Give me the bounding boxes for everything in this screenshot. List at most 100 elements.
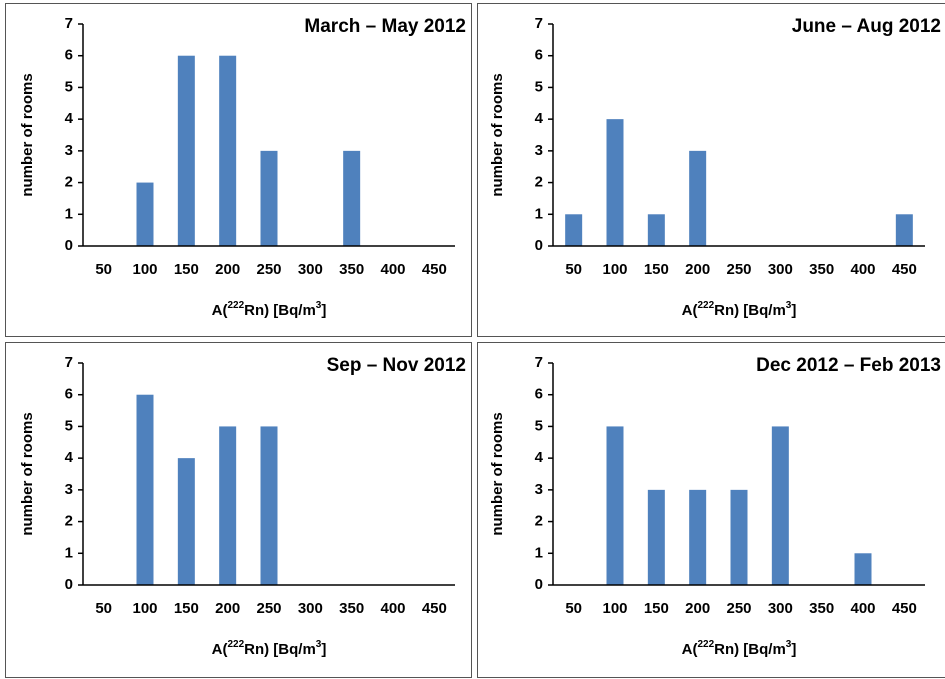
x-axis-label-part: 222	[697, 639, 714, 650]
panel-frame	[5, 3, 472, 337]
y-tick-label: 0	[535, 237, 543, 254]
x-axis-label-part: Rn) [Bq/m	[244, 641, 316, 658]
x-tick-label: 50	[565, 600, 582, 617]
x-axis-label-part: ]	[321, 641, 326, 658]
y-tick-label: 0	[65, 576, 73, 593]
y-tick-label: 1	[535, 205, 543, 222]
x-axis-label-part: ]	[791, 641, 796, 658]
x-tick-label: 100	[132, 600, 157, 617]
x-tick-label: 150	[174, 600, 199, 617]
y-tick-label: 7	[535, 15, 543, 32]
y-tick-label: 4	[65, 449, 74, 466]
y-tick-label: 0	[535, 576, 543, 593]
x-tick-label: 250	[256, 600, 281, 617]
x-tick-label: 450	[422, 261, 447, 278]
y-tick-label: 1	[65, 205, 73, 222]
x-tick-label: 300	[298, 261, 323, 278]
x-tick-label: 200	[215, 261, 240, 278]
y-tick-label: 5	[535, 417, 543, 434]
x-tick-label: 200	[685, 261, 710, 278]
x-axis-label-part: A(	[212, 641, 228, 658]
x-axis-label-part: 3	[786, 639, 792, 650]
x-axis-label: A(222Rn) [Bq/m3]	[212, 639, 327, 658]
bar	[606, 119, 624, 246]
x-axis-label-part: 3	[786, 300, 792, 311]
bar	[730, 489, 748, 585]
y-tick-label: 3	[65, 481, 73, 498]
x-axis-label: A(222Rn) [Bq/m3]	[212, 300, 327, 319]
y-tick-label: 4	[65, 110, 74, 127]
y-tick-label: 6	[65, 47, 73, 64]
chart-panel: Sep – Nov 2012 number of rooms 0 1 2 3 4 5 6 7 50 1…	[5, 342, 472, 678]
x-tick-label: 50	[95, 261, 112, 278]
y-tick-label: 1	[535, 544, 543, 561]
x-tick-label: 400	[850, 600, 875, 617]
x-tick-label: 250	[256, 261, 281, 278]
x-tick-label: 350	[809, 600, 834, 617]
y-axis-label: number of rooms	[489, 412, 506, 535]
x-tick-label: 100	[132, 261, 157, 278]
y-axis-label: number of rooms	[489, 73, 506, 196]
x-axis-label-part: Rn) [Bq/m	[244, 302, 316, 319]
x-tick-label: 250	[726, 261, 751, 278]
panel-frame	[477, 3, 945, 337]
y-tick-label: 6	[65, 386, 73, 403]
y-tick-label: 5	[65, 78, 73, 95]
x-axis-label-part: ]	[791, 302, 796, 319]
x-tick-label: 150	[644, 600, 669, 617]
y-axis-label: number of rooms	[19, 412, 36, 535]
chart-title: June – Aug 2012	[792, 16, 941, 37]
x-tick-label: 200	[215, 600, 240, 617]
x-axis-label-part: A(	[212, 302, 228, 319]
bar	[689, 150, 707, 246]
y-tick-label: 3	[535, 142, 543, 159]
bar	[260, 150, 278, 246]
y-tick-label: 2	[535, 174, 543, 191]
bar	[647, 214, 665, 246]
chart-panel: March – May 2012 number of rooms 0 1 2 3 4 5 6 7 5…	[5, 3, 472, 337]
x-tick-label: 300	[768, 600, 793, 617]
y-tick-label: 4	[535, 449, 544, 466]
x-tick-label: 400	[380, 261, 405, 278]
x-tick-label: 150	[174, 261, 199, 278]
x-tick-label: 350	[339, 600, 364, 617]
y-tick-label: 2	[535, 513, 543, 530]
x-axis-label-part: ]	[321, 302, 326, 319]
y-tick-label: 0	[65, 237, 73, 254]
x-tick-label: 250	[726, 600, 751, 617]
bar	[219, 426, 237, 585]
x-axis-label-part: 222	[227, 639, 244, 650]
x-axis-label-part: 222	[227, 300, 244, 311]
x-axis-label: A(222Rn) [Bq/m3]	[682, 300, 797, 319]
x-tick-label: 50	[95, 600, 112, 617]
x-tick-label: 150	[644, 261, 669, 278]
x-axis-label-part: Rn) [Bq/m	[714, 641, 786, 658]
chart-title: March – May 2012	[304, 16, 466, 37]
x-tick-label: 450	[422, 600, 447, 617]
y-tick-label: 6	[535, 386, 543, 403]
bar	[606, 426, 624, 585]
chart-title: Sep – Nov 2012	[327, 355, 466, 376]
panel-frame	[477, 342, 945, 678]
x-axis-label-part: Rn) [Bq/m	[714, 302, 786, 319]
x-tick-label: 200	[685, 600, 710, 617]
panel-frame	[5, 342, 472, 678]
bar	[895, 214, 913, 246]
y-tick-label: 7	[65, 354, 73, 371]
x-tick-label: 100	[602, 261, 627, 278]
x-axis-label: A(222Rn) [Bq/m3]	[682, 639, 797, 658]
y-tick-label: 5	[65, 417, 73, 434]
bar	[771, 426, 789, 585]
x-tick-label: 50	[565, 261, 582, 278]
y-axis-label: number of rooms	[19, 73, 36, 196]
x-tick-label: 400	[380, 600, 405, 617]
y-tick-label: 1	[65, 544, 73, 561]
bar	[689, 489, 707, 585]
bar	[260, 426, 278, 585]
x-axis-label-part: 3	[316, 639, 322, 650]
x-tick-label: 450	[892, 261, 917, 278]
x-tick-label: 350	[339, 261, 364, 278]
x-tick-label: 100	[602, 600, 627, 617]
